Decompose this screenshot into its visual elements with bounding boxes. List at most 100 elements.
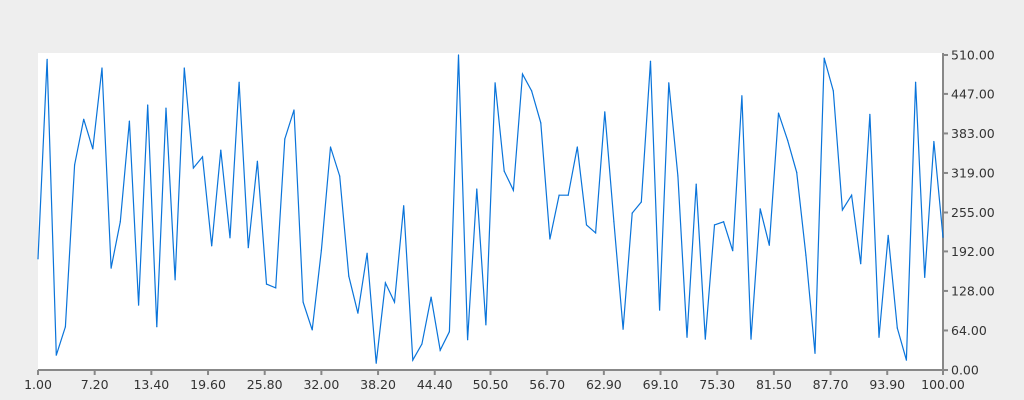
y-axis: 0.00 64.00 128.00 192.00 255.00 319.00 383.00 4…	[942, 48, 995, 378]
data-point	[540, 122, 542, 124]
x-tick-label: 62.90	[586, 377, 622, 392]
data-point	[229, 237, 231, 239]
x-tick-label: 32.00	[303, 377, 339, 392]
data-point	[933, 140, 935, 143]
x-tick-label: 50.50	[473, 377, 509, 392]
data-point	[677, 175, 679, 177]
x-tick-label: 7.20	[81, 377, 109, 392]
x-tick-label: 69.10	[643, 377, 679, 392]
data-point	[850, 194, 853, 196]
data-point	[942, 236, 944, 238]
y-tick-label: 128.00	[951, 283, 995, 298]
data-point	[64, 326, 67, 328]
x-tick-label: 44.40	[417, 377, 453, 392]
data-point	[211, 245, 213, 247]
data-point	[869, 113, 871, 115]
x-axis: 1.00 7.20 13.40 19.60 25.80 32.00 38.20 44.40 50…	[24, 369, 965, 392]
data-point	[265, 283, 268, 285]
data-point	[403, 205, 405, 207]
data-point	[421, 343, 423, 345]
data-point	[704, 338, 706, 340]
data-point	[503, 170, 505, 172]
data-point	[494, 82, 496, 84]
data-point	[366, 252, 368, 254]
data-point	[777, 112, 780, 114]
data-point	[430, 296, 432, 298]
x-tick-label: 75.30	[699, 377, 735, 392]
data-point	[256, 160, 258, 162]
data-point	[329, 146, 332, 148]
data-point	[183, 67, 185, 69]
data-point	[521, 73, 524, 75]
data-point	[275, 287, 277, 289]
data-point	[558, 194, 560, 196]
data-point	[247, 247, 249, 249]
data-point	[750, 338, 752, 340]
data-point	[686, 336, 688, 338]
data-point	[741, 95, 743, 97]
data-point	[595, 232, 597, 234]
data-point	[73, 164, 76, 166]
data-point	[457, 54, 460, 56]
y-tick-label: 447.00	[951, 86, 995, 101]
x-tick-label: 1.00	[24, 377, 52, 392]
data-point	[83, 118, 85, 120]
data-point	[412, 359, 414, 361]
data-point	[549, 238, 551, 240]
y-tick-label: 64.00	[951, 323, 987, 338]
data-point	[201, 156, 204, 158]
data-point	[832, 90, 834, 92]
data-point	[101, 67, 103, 69]
data-point	[339, 175, 341, 177]
data-point	[649, 60, 652, 62]
data-point	[732, 250, 734, 252]
y-tick-label: 255.00	[951, 205, 995, 220]
data-point	[302, 301, 304, 303]
data-point	[293, 109, 295, 111]
x-tick-label: 19.60	[190, 377, 226, 392]
data-point	[585, 224, 588, 226]
data-point	[110, 267, 112, 269]
y-tick-label: 383.00	[951, 126, 995, 141]
x-tick-label: 87.70	[813, 377, 849, 392]
data-point	[311, 329, 313, 331]
data-point	[165, 107, 167, 109]
data-point	[384, 282, 386, 284]
data-point	[823, 57, 825, 59]
data-point	[768, 244, 770, 246]
series-group	[37, 54, 944, 364]
data-point	[174, 279, 176, 281]
data-point	[375, 362, 377, 364]
x-tick-label: 13.40	[133, 377, 169, 392]
data-point	[467, 339, 469, 341]
data-point	[448, 331, 450, 333]
data-point	[119, 221, 121, 223]
data-point	[659, 309, 661, 311]
data-point	[805, 254, 807, 256]
y-tick-label: 192.00	[951, 244, 995, 259]
data-point	[220, 149, 222, 151]
data-point	[320, 249, 322, 251]
data-point	[192, 167, 195, 169]
series-line	[37, 54, 944, 364]
data-point	[604, 111, 606, 113]
data-point	[924, 276, 926, 278]
data-point	[914, 81, 917, 83]
data-point	[640, 201, 642, 203]
data-point	[485, 324, 487, 326]
data-point	[887, 234, 889, 236]
x-tick-label: 25.80	[247, 377, 283, 392]
x-tick-label: 56.70	[529, 377, 565, 392]
data-point	[759, 208, 761, 210]
data-point	[786, 139, 789, 141]
data-point	[567, 194, 569, 196]
data-point	[622, 328, 624, 330]
data-point	[238, 81, 240, 83]
data-point	[284, 138, 286, 140]
data-point	[796, 171, 798, 173]
data-point	[713, 224, 716, 226]
data-point	[814, 352, 816, 354]
data-point	[37, 258, 39, 260]
